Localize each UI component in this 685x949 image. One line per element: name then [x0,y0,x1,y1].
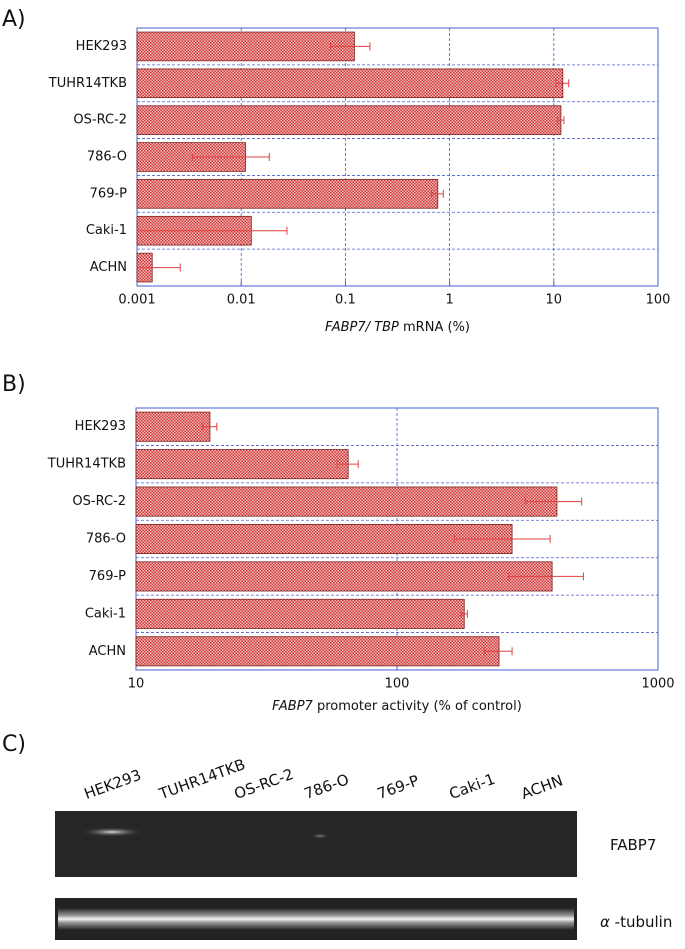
x-axis-label-part: promoter activity (% of control) [313,699,522,714]
x-tick-label: 0.01 [227,293,256,308]
panel-label: B) [2,372,26,397]
y-tick-label: OS-RC-2 [73,113,127,128]
y-tick-label: 786-O [87,150,127,165]
x-axis-label-part: FABP7/ TBP [325,320,399,335]
x-tick-label: 100 [385,677,410,692]
lane-label: 769-P [375,771,422,803]
x-tick-label: 10 [128,677,145,692]
error-bar [330,42,371,51]
bar [135,561,553,592]
y-tick-label: TUHR14TKB [47,457,126,472]
bar [135,449,349,480]
blot-row-label: FABP7 [610,836,656,854]
error-bar [557,116,565,125]
error-bar [508,572,584,581]
x-tick-label: 100 [646,293,671,308]
fabp7-band [80,827,144,837]
x-tick-label: 1000 [641,677,674,692]
error-bar [483,647,513,656]
error-bar [460,609,468,618]
bar [136,105,562,135]
bar [136,31,355,62]
y-tick-label: HEK293 [76,39,127,54]
x-axis-label-part: mRNA (%) [399,320,470,335]
y-tick-label: TUHR14TKB [48,76,127,91]
x-axis-label-part: FABP7 [272,699,313,714]
fabp7-band [310,833,330,839]
y-tick-label: ACHN [89,644,126,659]
error-bar [524,497,583,506]
y-tick-label: 786-O [86,532,126,547]
blot-row-label-part: FABP7 [610,836,656,854]
bar [135,598,465,629]
lane-label: Caki-1 [447,770,498,803]
error-bar [453,535,551,543]
error-bar [336,460,359,469]
x-axis-label: FABP7 promoter activity (% of control) [272,699,522,714]
error-bar [555,79,570,88]
x-tick-label: 1 [445,293,453,308]
bar [135,411,211,442]
panel-label: A) [2,7,26,32]
y-tick-label: Caki-1 [86,223,127,238]
error-bar [137,263,181,272]
error-bar [137,226,288,235]
bar [135,486,558,517]
x-tick-label: 0.1 [335,293,356,308]
bar [135,524,513,554]
x-tick-label: 10 [546,293,563,308]
lane-label: HEK293 [82,766,144,803]
x-tick-label: 0.001 [118,293,155,308]
tubulin-band [58,908,574,930]
panel-label: C) [2,732,26,757]
y-tick-label: 769-P [89,569,127,584]
error-bar [191,153,270,161]
blot-row-label-part: -tubulin [610,913,672,931]
bar [135,636,500,667]
error-bar [430,189,444,198]
y-tick-label: Caki-1 [85,606,126,621]
y-tick-label: HEK293 [75,419,126,434]
lane-label: ACHN [519,771,566,803]
y-tick-label: ACHN [90,260,127,275]
blot-row-label: α -tubulin [600,913,672,931]
y-tick-label: 769-P [90,186,128,201]
blot-row-label-part: α [600,913,610,931]
blot-image [55,811,577,940]
error-bar [202,422,218,431]
fabp7-blot [55,811,577,877]
bar [136,179,439,209]
x-axis-label: FABP7/ TBP mRNA (%) [325,320,470,335]
bar [136,68,564,99]
lane-label: 786-O [302,770,352,803]
lane-label: TUHR14TKB [156,755,248,803]
y-tick-label: OS-RC-2 [72,494,126,509]
